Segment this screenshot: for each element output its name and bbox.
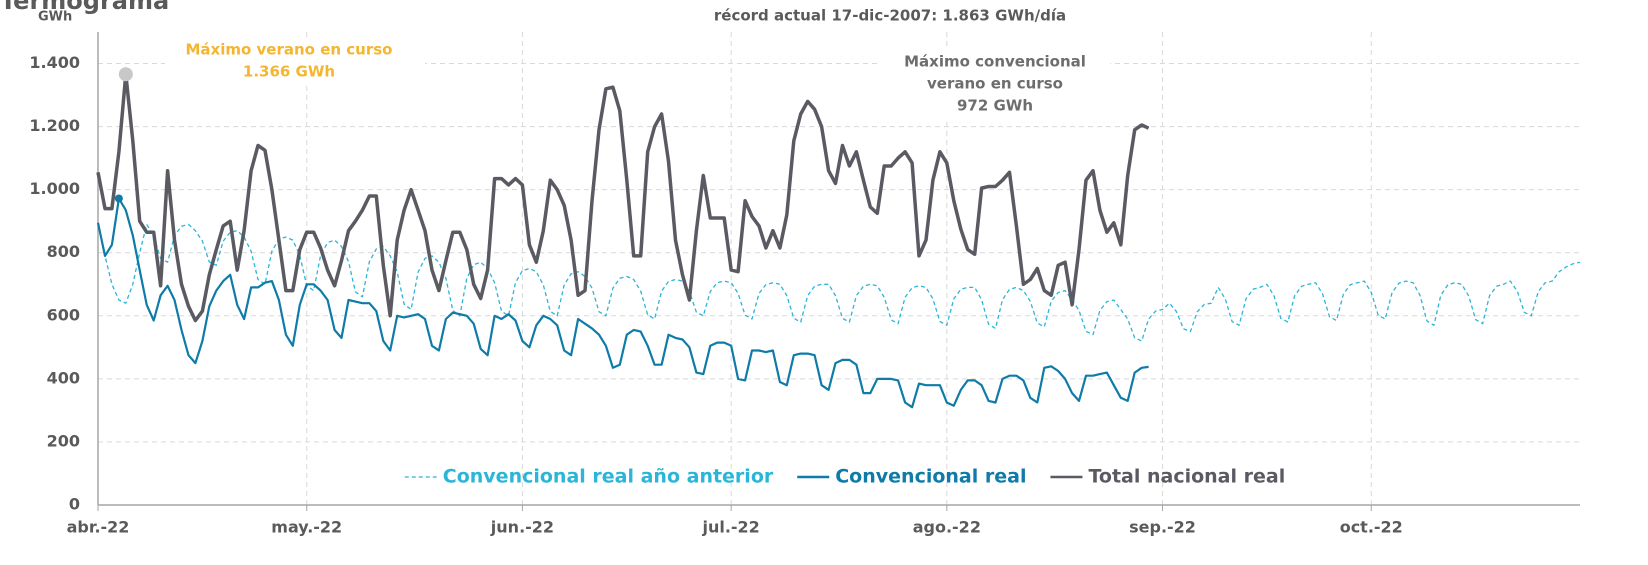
x-tick-label: oct.-22 — [1340, 518, 1403, 537]
x-tick-label: may.-22 — [271, 518, 342, 537]
annotation-bg — [165, 40, 425, 84]
x-tick-label: ago.-22 — [913, 518, 981, 537]
annotation: Máximo verano en curso — [186, 41, 393, 59]
annotation: 972 GWh — [957, 97, 1033, 115]
y-tick-label: 1.000 — [29, 179, 80, 198]
max-marker — [114, 194, 123, 203]
y-tick-label: 400 — [47, 368, 80, 387]
y-tick-label: 1.400 — [29, 53, 80, 72]
y-tick-label: 1.200 — [29, 116, 80, 135]
series-line — [97, 223, 1581, 342]
annotation: 1.366 GWh — [243, 63, 335, 81]
annotation-bg — [880, 48, 1110, 118]
y-axis-label: GWh — [38, 10, 72, 25]
legend-label: Total nacional real — [1088, 466, 1285, 488]
y-tick-label: 800 — [47, 242, 80, 261]
y-tick-label: 600 — [47, 305, 80, 324]
y-tick-label: 200 — [47, 431, 80, 450]
max-marker — [118, 67, 133, 82]
chart-subtitle: récord actual 17-dic-2007: 1.863 GWh/día — [714, 7, 1066, 25]
series-line — [96, 197, 1149, 409]
legend-label: Convencional real — [835, 466, 1026, 488]
annotation: verano en curso — [927, 75, 1063, 93]
x-tick-label: jul.-22 — [701, 518, 759, 537]
chart-title: Termograma — [0, 0, 169, 15]
x-tick-label: jun.-22 — [490, 518, 554, 537]
series-line — [96, 72, 1150, 323]
x-tick-label: abr.-22 — [67, 518, 130, 537]
annotation: Máximo convencional — [904, 53, 1086, 71]
y-tick-label: 0 — [69, 495, 80, 514]
legend: Convencional real año anterior Convencion… — [404, 466, 1285, 488]
legend-label: Convencional real año anterior — [443, 466, 774, 488]
x-tick-label: sep.-22 — [1129, 518, 1196, 537]
